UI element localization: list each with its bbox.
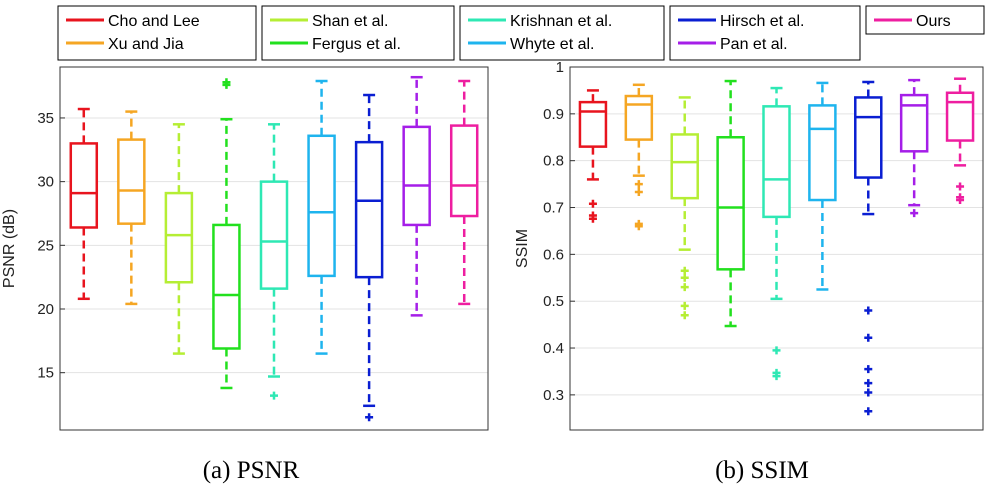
outlier-point (588, 199, 597, 208)
iqr-box (899, 93, 929, 153)
iqr-box (762, 105, 791, 219)
plot-frame (59, 66, 489, 431)
iqr-box (212, 223, 241, 350)
y-tick-label: 0.9 (543, 106, 564, 123)
iqr-box (716, 136, 745, 271)
legend-box (261, 5, 455, 61)
legend-label: Hirsch et al. (720, 13, 804, 30)
box-shan-et-al (164, 123, 194, 355)
box-pan-et-al (899, 78, 929, 218)
iqr-box (164, 191, 194, 284)
outlier-point (634, 222, 643, 231)
outlier-point (864, 388, 873, 397)
iqr-box (854, 96, 883, 179)
legend-label: Xu and Jia (108, 36, 184, 53)
box-fergus-et-al (212, 78, 241, 390)
box-xu-and-jia (624, 83, 654, 231)
outlier-point (864, 407, 873, 416)
legend-label: Whyte et al. (510, 36, 594, 53)
y-tick-label: 0.8 (543, 153, 564, 170)
outlier-point (680, 273, 689, 282)
box-krishnan-et-al (259, 123, 289, 400)
box-cho-and-lee (69, 107, 99, 301)
box-xu-and-jia (117, 110, 146, 306)
outlier-point (956, 182, 965, 191)
iqr-box (354, 140, 384, 279)
iqr-box (402, 125, 431, 227)
box-pan-et-al (402, 75, 431, 317)
y-tick-label: 0.3 (543, 387, 564, 404)
legend: Cho and Lee Xu and Jia Shan et al. Fergus e… (57, 5, 985, 61)
legend-box (459, 5, 665, 61)
y-tick-label: 1 (556, 59, 564, 76)
box-ours (945, 77, 975, 205)
box-ours (449, 79, 479, 306)
iqr-box (117, 138, 146, 225)
iqr-box (670, 133, 699, 200)
iqr-box (808, 104, 837, 202)
y-tick-label: 20 (37, 301, 54, 318)
outlier-point (680, 311, 689, 320)
y-axis-label: SSIM (514, 229, 531, 268)
outlier-point (956, 196, 965, 205)
outlier-point (910, 209, 919, 218)
iqr-box (69, 142, 99, 229)
box-hirsch-et-al (854, 80, 883, 416)
legend-box (57, 5, 257, 61)
legend-label: Ours (916, 13, 951, 30)
legend-label: Shan et al. (312, 13, 389, 30)
legend-label: Krishnan et al. (510, 13, 612, 30)
outlier-point (365, 413, 374, 422)
outlier-point (864, 365, 873, 374)
legend-box (669, 5, 861, 61)
y-tick-label: 15 (37, 365, 54, 382)
outlier-point (680, 266, 689, 275)
outlier-point (680, 283, 689, 292)
outlier-point (864, 333, 873, 342)
iqr-box (624, 94, 654, 141)
legend-label: Cho and Lee (108, 13, 200, 30)
y-axis-label: PSNR (dB) (1, 209, 18, 288)
box-cho-and-lee (578, 89, 608, 223)
y-tick-label: 0.4 (543, 340, 564, 357)
y-tick-label: 0.5 (543, 293, 564, 310)
box-fergus-et-al (716, 79, 745, 328)
y-tick-label: 25 (37, 237, 54, 254)
y-tick-label: 30 (37, 174, 54, 191)
outlier-point (680, 301, 689, 310)
plot-frame (569, 66, 984, 431)
outlier-point (864, 379, 873, 388)
box-shan-et-al (670, 96, 699, 320)
box-whyte-et-al (307, 79, 336, 355)
box-krishnan-et-al (762, 86, 791, 381)
iqr-box (945, 91, 975, 142)
outlier-point (772, 346, 781, 355)
y-tick-label: 0.7 (543, 200, 564, 217)
legend-label: Pan et al. (720, 36, 788, 53)
box-hirsch-et-al (354, 93, 384, 422)
y-tick-label: 35 (37, 110, 54, 127)
outlier-point (270, 391, 278, 400)
outlier-point (864, 306, 873, 315)
iqr-box (259, 180, 289, 290)
outlier-point (222, 78, 231, 87)
ssim-box-plot: 0.3 0.4 0.5 0.6 0.7 0.8 0.9 1 SSIM (514, 59, 984, 431)
outlier-point (634, 188, 643, 197)
psnr-box-plot: 15 20 25 30 35 PSNR (dB) (1, 66, 489, 431)
legend-label: Fergus et al. (312, 36, 401, 53)
box-whyte-et-al (808, 81, 837, 291)
outlier-point (634, 180, 643, 189)
y-tick-label: 0.6 (543, 246, 564, 263)
caption-b: (b) SSIM (715, 457, 809, 484)
outlier-point (772, 372, 781, 381)
caption-a: (a) PSNR (203, 457, 300, 484)
iqr-box (578, 100, 608, 148)
outlier-point (588, 214, 597, 223)
iqr-box (449, 124, 479, 218)
iqr-box (307, 134, 336, 278)
